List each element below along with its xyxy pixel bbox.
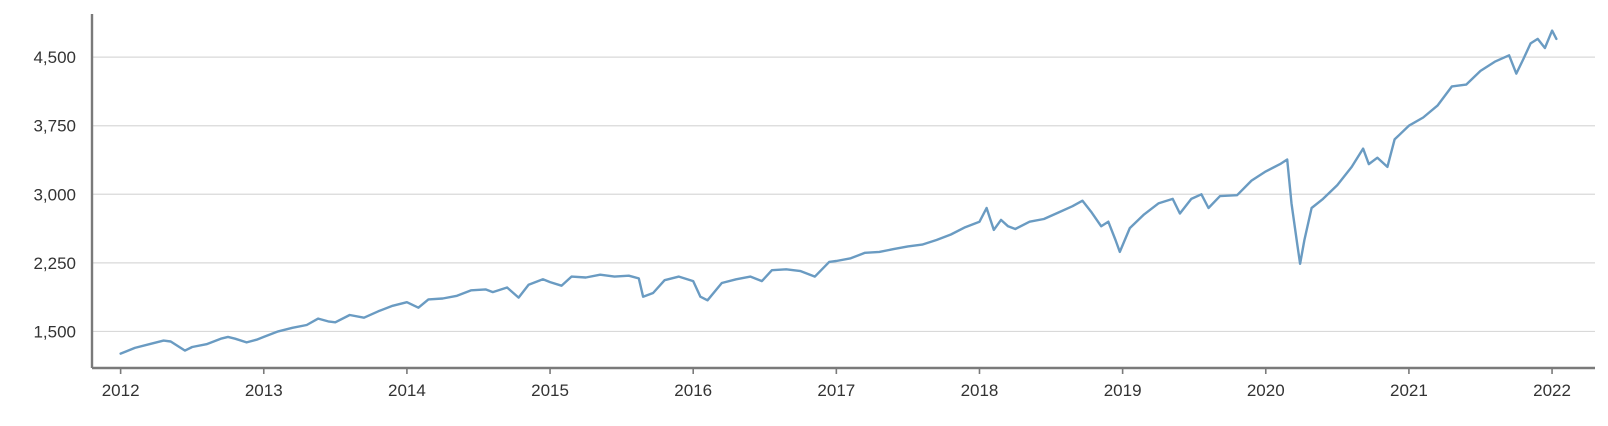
x-tick-label: 2021 [1390, 381, 1428, 400]
y-tick-label: 3,000 [33, 185, 76, 204]
y-tick-label: 4,500 [33, 48, 76, 67]
y-tick-label: 3,750 [33, 117, 76, 136]
tick-labels: 1,500 2,250 3,000 3,750 4,500 2012 2013 2014 201… [33, 48, 1571, 400]
y-tick-label: 2,250 [33, 254, 76, 273]
x-tick-label: 2015 [531, 381, 569, 400]
series [119, 29, 1558, 355]
x-tick-label: 2018 [961, 381, 999, 400]
x-tick-label: 2022 [1533, 381, 1571, 400]
x-tick-label: 2019 [1104, 381, 1142, 400]
series-line [119, 29, 1558, 355]
y-tick-label: 1,500 [33, 322, 76, 341]
x-tick-label: 2014 [388, 381, 426, 400]
x-tick-label: 2017 [817, 381, 855, 400]
x-tick-label: 2016 [674, 381, 712, 400]
axes [90, 14, 1595, 370]
x-tick-label: 2013 [245, 381, 283, 400]
x-tick-label: 2012 [102, 381, 140, 400]
gridlines [92, 56, 1595, 333]
x-tick-label: 2020 [1247, 381, 1285, 400]
